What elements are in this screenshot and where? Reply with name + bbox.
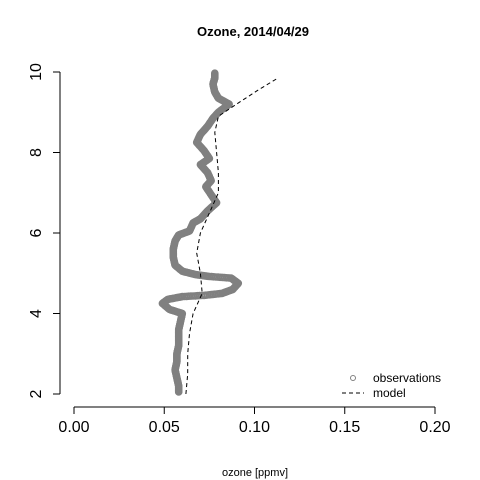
model-line (185, 77, 279, 395)
y-tick-label: 8 (28, 148, 45, 157)
y-tick-label: 4 (28, 309, 45, 318)
legend-model-label: model (373, 386, 406, 400)
observation-point (211, 69, 219, 77)
x-axis: 0.00 0.05 0.10 0.15 0.20 (58, 406, 451, 436)
model-series (185, 77, 279, 395)
y-tick-label: 10 (28, 63, 45, 81)
legend-observations-marker (350, 375, 356, 381)
legend-observations-label: observations (373, 371, 441, 385)
chart-title: Ozone, 2014/04/29 (197, 24, 309, 39)
x-tick-label: 0.10 (239, 419, 270, 436)
x-tick-label: 0.20 (419, 419, 450, 436)
y-tick-label: 2 (28, 389, 45, 398)
legend: observations model (342, 371, 441, 400)
x-tick-label: 0.05 (149, 419, 180, 436)
y-axis: 2 4 6 8 10 (28, 63, 61, 398)
x-tick-label: 0.00 (58, 419, 89, 436)
x-tick-label: 0.15 (329, 419, 360, 436)
y-tick-label: 6 (28, 228, 45, 237)
observations-series (158, 69, 243, 396)
x-axis-label: ozone [ppmv] (222, 467, 288, 479)
